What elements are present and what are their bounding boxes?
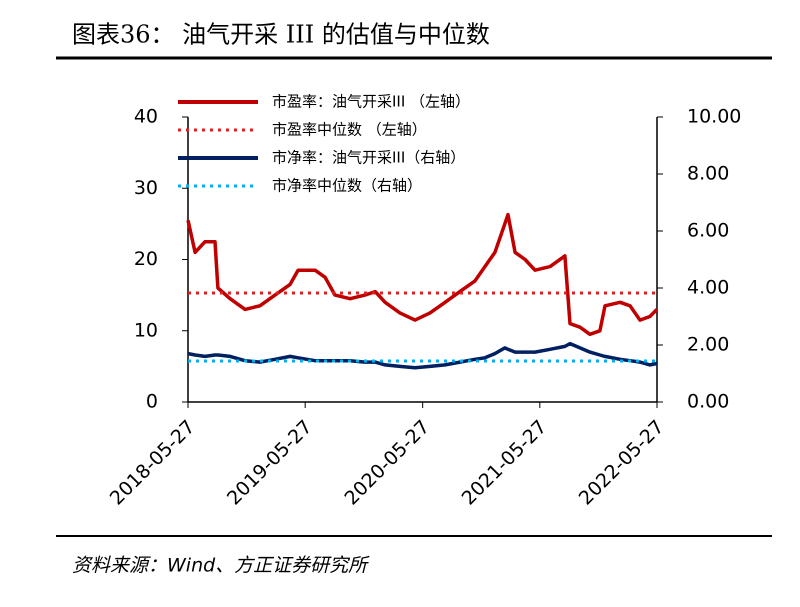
x-tick-label: 2018-05-27 bbox=[106, 416, 200, 510]
legend-label: 市盈率：油气开采III （左轴） bbox=[272, 93, 470, 111]
y-tick-label: 10 bbox=[134, 319, 158, 341]
x-tick-label: 2021-05-27 bbox=[458, 416, 552, 510]
y2-tick-label: 6.00 bbox=[687, 220, 729, 242]
y2-tick-label: 2.00 bbox=[687, 334, 729, 356]
source: 资料来源：Wind、方正证券研究所 bbox=[72, 555, 370, 577]
y2-tick-label: 10.00 bbox=[687, 106, 741, 128]
x-tick-label: 2019-05-27 bbox=[223, 416, 317, 510]
series-line bbox=[187, 341, 658, 370]
legend-label: 市净率中位数（右轴） bbox=[272, 177, 422, 195]
legend-label: 市净率：油气开采III（右轴） bbox=[272, 149, 465, 167]
series-line bbox=[186, 212, 659, 337]
y-tick-label: 20 bbox=[134, 248, 158, 270]
y2-tick-label: 4.00 bbox=[687, 277, 729, 299]
legend-label: 市盈率中位数 （左轴） bbox=[272, 121, 427, 139]
y2-tick-label: 8.00 bbox=[687, 163, 729, 185]
y2-tick-label: 0.00 bbox=[687, 391, 729, 413]
chart-title: 图表36： 油气开采 III 的估值与中位数 bbox=[72, 21, 490, 49]
y-tick-label: 40 bbox=[134, 106, 158, 128]
y-tick-label: 30 bbox=[134, 177, 158, 199]
x-tick-label: 2020-05-27 bbox=[340, 416, 434, 510]
y-tick-label: 0 bbox=[146, 391, 158, 413]
x-tick-label: 2022-05-27 bbox=[575, 416, 669, 510]
